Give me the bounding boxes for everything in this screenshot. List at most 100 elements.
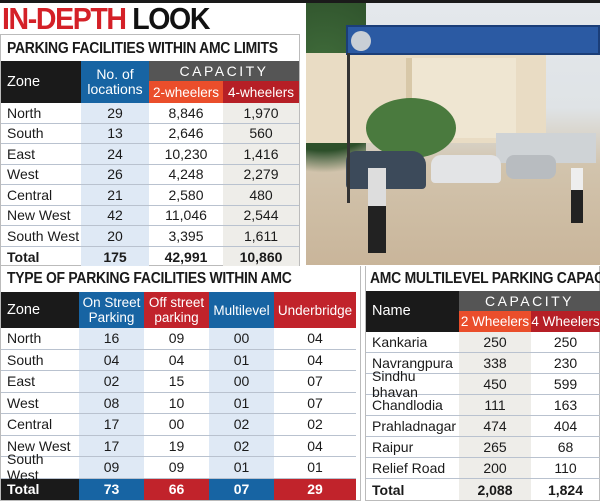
cell-value: 01 <box>307 459 323 476</box>
cell-value: 02 <box>209 435 274 456</box>
cell-value: 17 <box>79 414 144 435</box>
cell-value: 3,395 <box>168 227 204 244</box>
header-capacity: CAPACITY <box>149 61 299 81</box>
table-row: East 02 15 00 07 <box>1 371 356 393</box>
table-row: Prahladnagar 474 404 <box>366 416 600 437</box>
cell-value: 11,046 <box>165 207 207 224</box>
cell-value: 599 <box>553 376 578 392</box>
cell-value: 07 <box>307 373 323 390</box>
table-row: North 16 09 00 04 <box>1 328 356 350</box>
parking-types-table: TYPE OF PARKING FACILITIES WITHIN AMC Zo… <box>0 266 361 501</box>
header-locations: No. of locations <box>81 61 149 103</box>
row-label: East <box>7 373 36 390</box>
table-row: Kankaria 250 250 <box>366 332 600 353</box>
row-label: Central <box>7 186 53 203</box>
row-label: North <box>7 330 42 347</box>
cell-value: 2,580 <box>168 186 204 203</box>
cell-value: 04 <box>307 351 323 368</box>
cell-value: 20 <box>81 226 149 246</box>
cell-value: 163 <box>553 397 578 413</box>
cell-value: 04 <box>79 349 144 370</box>
cell-value: 29 <box>81 103 149 123</box>
title-red: IN-DEPTH <box>2 1 127 36</box>
parking-sign <box>346 25 600 55</box>
row-label: South <box>7 125 44 142</box>
cell-value: 480 <box>223 185 299 205</box>
car <box>506 155 556 179</box>
cell-value: 02 <box>307 416 323 433</box>
car <box>346 151 426 189</box>
table-row: Central 17 00 02 02 <box>1 414 356 436</box>
cell-value: 2,088 <box>459 479 531 500</box>
cell-value: 04 <box>307 437 323 454</box>
cell-value: 24 <box>81 144 149 164</box>
cell-value: 21 <box>81 185 149 205</box>
header-2-wheelers: 2-wheelers <box>149 81 223 103</box>
cell-value: 1,611 <box>223 226 299 246</box>
cell-value: 01 <box>209 349 274 370</box>
table-row: South West 20 3,395 1,611 <box>1 226 299 247</box>
table-row: Relief Road 200 110 <box>366 458 600 479</box>
cell-value: 04 <box>307 330 323 347</box>
table-row: East 24 10,230 1,416 <box>1 144 299 165</box>
cell-value: 02 <box>209 414 274 435</box>
row-label: Raipur <box>372 439 414 455</box>
header-multilevel: Multilevel <box>209 292 274 328</box>
page-title: IN-DEPTH LOOK <box>2 1 210 36</box>
parking-facilities-table: PARKING FACILITIES WITHIN AMC LIMITS Zon… <box>0 34 300 267</box>
cell-value: 01 <box>209 392 274 413</box>
row-label: Prahladnagar <box>372 418 457 434</box>
cell-value: 02 <box>79 371 144 392</box>
cell-value: 200 <box>459 458 531 478</box>
cell-value: 10,860 <box>223 246 299 267</box>
cell-value: 42 <box>81 205 149 225</box>
cell-value: 42,991 <box>164 248 208 265</box>
row-label: Sindhu bhavan <box>372 368 418 400</box>
cell-value: 09 <box>168 330 185 347</box>
cell-value: 2,279 <box>223 164 299 184</box>
cell-value: 111 <box>459 395 531 415</box>
row-label: West <box>7 394 39 411</box>
row-label: Total <box>7 248 40 265</box>
cell-value: 08 <box>79 392 144 413</box>
sign-pole <box>347 53 350 203</box>
cell-value: 10,230 <box>164 145 208 162</box>
car <box>431 155 501 183</box>
row-label: North <box>7 104 42 121</box>
header-4-wheelers: 4 Wheelers <box>531 311 600 332</box>
table-row: South West 09 09 01 01 <box>1 451 356 483</box>
cell-value: 1,970 <box>223 103 299 123</box>
total-row: Total 73 66 07 29 <box>1 478 356 500</box>
table-row: Chandlodia 111 163 <box>366 395 600 416</box>
header-off-street: Off street parking <box>144 292 209 328</box>
cell-value: 2,544 <box>223 205 299 225</box>
cell-value: 09 <box>79 457 144 478</box>
top-rule <box>0 0 600 3</box>
table-row: New West 17 19 02 04 <box>1 435 356 457</box>
parking-lot-photo <box>306 3 600 265</box>
cell-value: 450 <box>459 374 531 394</box>
trees <box>366 98 456 158</box>
cell-value: 17 <box>79 435 144 456</box>
table-row: South 13 2,646 560 <box>1 123 299 144</box>
header-2-wheelers: 2 Wheelers <box>459 311 531 332</box>
cell-value: 250 <box>553 334 578 350</box>
cell-value: 19 <box>168 437 185 454</box>
cell-value: 16 <box>79 328 144 349</box>
pedestrian <box>368 168 386 253</box>
row-label: West <box>7 166 39 183</box>
cell-value: 250 <box>459 332 531 352</box>
cell-value: 4,248 <box>168 166 204 183</box>
table-row: Sindhu bhavan 450 599 <box>366 368 600 400</box>
pedestrian <box>571 168 583 223</box>
cell-value: 338 <box>459 353 531 373</box>
table-row: North 29 8,846 1,970 <box>1 103 299 124</box>
row-label: South West <box>7 227 80 244</box>
cell-value: 175 <box>81 246 149 267</box>
cell-value: 29 <box>274 478 356 500</box>
cell-value: 1,416 <box>223 144 299 164</box>
cell-value: 10 <box>168 394 185 411</box>
cell-value: 2,646 <box>168 125 204 142</box>
table-row: Central 21 2,580 480 <box>1 185 299 206</box>
table-row: Raipur 265 68 <box>366 437 600 458</box>
